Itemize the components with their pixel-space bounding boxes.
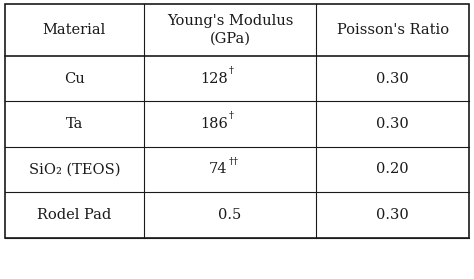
Text: ††: †† [228, 157, 238, 166]
Text: 0.30: 0.30 [376, 117, 409, 131]
Text: Young's Modulus
(GPa): Young's Modulus (GPa) [167, 14, 293, 46]
Text: †: † [228, 66, 234, 75]
Text: 74: 74 [209, 162, 228, 177]
Bar [5, 4, 469, 238]
Text: 0.20: 0.20 [376, 162, 409, 177]
Text: 0.5: 0.5 [219, 208, 242, 222]
Text: 0.30: 0.30 [376, 71, 409, 86]
Text: 128: 128 [200, 71, 228, 86]
Text: Rodel Pad: Rodel Pad [37, 208, 111, 222]
Text: SiO₂ (TEOS): SiO₂ (TEOS) [28, 162, 120, 177]
Text: Material: Material [43, 23, 106, 37]
Text: 0.30: 0.30 [376, 208, 409, 222]
Text: Poisson's Ratio: Poisson's Ratio [337, 23, 449, 37]
Text: †: † [228, 111, 234, 120]
Text: 186: 186 [200, 117, 228, 131]
Text: Ta: Ta [66, 117, 83, 131]
Text: Cu: Cu [64, 71, 85, 86]
